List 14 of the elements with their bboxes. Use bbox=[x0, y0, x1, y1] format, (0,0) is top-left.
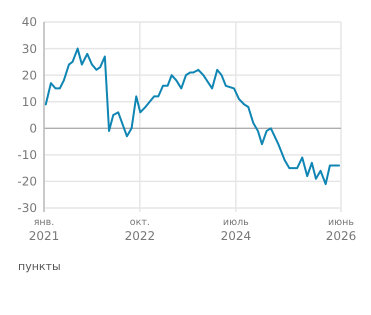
y-tick-label: -20 bbox=[17, 174, 37, 189]
x-tick-label: июнь 2026 bbox=[326, 217, 356, 243]
y-tick-label: 40 bbox=[22, 15, 37, 30]
x-tick-label: янв. 2021 bbox=[28, 217, 60, 243]
x-tick-label: июль 2024 bbox=[220, 217, 252, 243]
y-tick-label: 30 bbox=[22, 42, 37, 56]
y-tick-label: 20 bbox=[22, 68, 37, 82]
y-tick-label: -10 bbox=[17, 148, 37, 162]
x-tick-label: окт. 2022 bbox=[124, 217, 156, 243]
y-tick-label: -30 bbox=[17, 201, 37, 216]
y-tick-label: 0 bbox=[29, 121, 37, 136]
y-tick-label: 10 bbox=[22, 94, 37, 109]
y-axis-title: пункты bbox=[18, 260, 61, 273]
line-series bbox=[44, 48, 340, 186]
